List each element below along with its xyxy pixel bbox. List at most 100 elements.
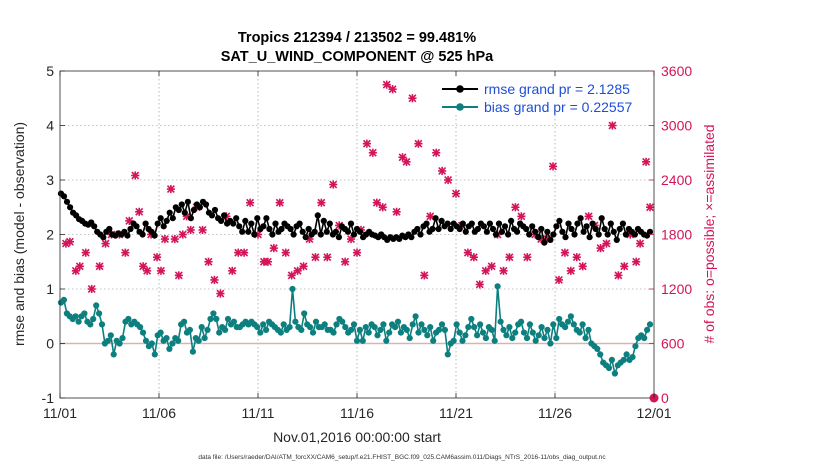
y-left-tick-label: 1 bbox=[46, 281, 54, 297]
obs-count-marker bbox=[75, 262, 84, 271]
bias-point bbox=[195, 337, 202, 344]
rmse-point bbox=[535, 234, 542, 241]
obs-count-marker bbox=[572, 253, 581, 262]
obs-count-marker bbox=[566, 266, 575, 275]
bias-point bbox=[260, 321, 267, 328]
obs-count-marker bbox=[143, 266, 152, 275]
obs-count-marker bbox=[392, 207, 401, 216]
bias-point bbox=[474, 332, 481, 339]
rmse-point bbox=[559, 228, 566, 235]
rmse-point bbox=[251, 231, 258, 238]
rmse-point bbox=[67, 204, 74, 211]
rmse-point bbox=[239, 228, 246, 235]
bias-point bbox=[348, 326, 355, 333]
rmse-point bbox=[480, 223, 487, 230]
rmse-point bbox=[544, 228, 551, 235]
bias-point bbox=[500, 326, 507, 333]
rmse-point bbox=[106, 225, 113, 233]
bias-point bbox=[512, 329, 519, 336]
ticks-layer: 11/01 11/06 11/11 11/16 11/21 11/26 12/01-1012… bbox=[42, 63, 693, 421]
rmse-point bbox=[142, 220, 149, 227]
rmse-point bbox=[583, 223, 590, 230]
obs-count-marker bbox=[560, 248, 569, 257]
bias-point bbox=[644, 326, 651, 333]
obs-count-marker bbox=[511, 203, 520, 212]
rmse-point bbox=[486, 220, 493, 227]
rmse-point bbox=[326, 220, 333, 227]
bias-point bbox=[342, 324, 349, 331]
rmse-point bbox=[565, 220, 572, 227]
rmse-point bbox=[184, 198, 191, 205]
bias-point bbox=[96, 310, 103, 317]
bias-point bbox=[81, 310, 88, 317]
bias-point bbox=[520, 329, 528, 336]
chart-title-line1: Tropics 212394 / 213502 = 99.481% bbox=[238, 30, 476, 46]
obs-count-marker bbox=[420, 271, 429, 280]
bias-point bbox=[579, 321, 586, 328]
rmse-point bbox=[456, 225, 463, 233]
y-left-tick-label: 4 bbox=[46, 118, 54, 134]
obs-count-marker bbox=[216, 289, 225, 298]
rmse-point bbox=[299, 228, 306, 235]
bias-point bbox=[623, 351, 630, 358]
bias-point bbox=[230, 318, 237, 325]
rmse-point bbox=[230, 220, 237, 227]
rmse-point bbox=[202, 201, 210, 208]
bias-point bbox=[321, 321, 328, 328]
rmse-point bbox=[532, 228, 539, 235]
bias-point bbox=[632, 343, 639, 350]
obs-count-marker bbox=[602, 239, 611, 248]
bias-point bbox=[148, 340, 155, 347]
rmse-point bbox=[526, 231, 533, 238]
rmse-point bbox=[577, 215, 584, 222]
bias-point bbox=[594, 345, 601, 352]
rmse-point bbox=[254, 215, 261, 222]
bias-point bbox=[298, 326, 305, 333]
obs-count-marker bbox=[311, 253, 320, 262]
obs-count-marker bbox=[281, 248, 290, 257]
rmse-point bbox=[278, 225, 285, 233]
bias-point bbox=[181, 318, 188, 325]
obs-count-marker bbox=[240, 248, 249, 257]
rmse-point bbox=[568, 225, 575, 233]
bias-point bbox=[491, 337, 498, 344]
obs-count-marker bbox=[160, 234, 170, 244]
rmse-point bbox=[335, 234, 342, 241]
rmse-point bbox=[314, 212, 321, 219]
rmse-point bbox=[505, 231, 512, 238]
bias-point bbox=[125, 315, 132, 323]
legend-label-bias: bias grand pr = 0.22557 bbox=[484, 99, 632, 115]
rmse-point bbox=[514, 228, 521, 235]
rmse-point bbox=[432, 215, 439, 222]
footer-data-file: data file: /Users/raeder/DAI/ATM_forcXX/… bbox=[198, 454, 606, 461]
bias-point bbox=[608, 356, 616, 363]
y-axis-right-label: # of obs: o=possible; ×=assimilated bbox=[701, 124, 717, 343]
rmse-point bbox=[435, 225, 442, 233]
bias-point bbox=[526, 321, 534, 328]
rmse-point bbox=[495, 220, 503, 227]
bias-point bbox=[224, 315, 232, 323]
bias-point bbox=[582, 335, 589, 342]
bias-point bbox=[263, 326, 270, 333]
rmse-point bbox=[233, 215, 240, 222]
obs-count-marker bbox=[323, 253, 332, 262]
rmse-point bbox=[462, 228, 469, 235]
bias-point bbox=[427, 324, 434, 331]
bias-point bbox=[330, 329, 337, 336]
obs-count-marker bbox=[523, 253, 532, 262]
rmse-point bbox=[221, 212, 228, 219]
legend: rmse grand pr = 2.1285 bias grand pr = 0… bbox=[436, 77, 646, 115]
y-left-tick-label: -1 bbox=[42, 390, 55, 406]
bias-point bbox=[430, 337, 437, 344]
x-tick-label: 11/11 bbox=[242, 405, 275, 421]
rmse-point bbox=[444, 220, 451, 227]
rmse-point bbox=[598, 215, 605, 222]
bias-point bbox=[280, 321, 287, 328]
bias-point bbox=[289, 285, 296, 293]
bias-point bbox=[309, 329, 317, 336]
obs-count-marker bbox=[293, 266, 302, 275]
bias-point bbox=[415, 329, 422, 336]
legend-label-rmse: rmse grand pr = 2.1285 bbox=[484, 81, 630, 97]
obs-count-markers bbox=[61, 80, 659, 403]
